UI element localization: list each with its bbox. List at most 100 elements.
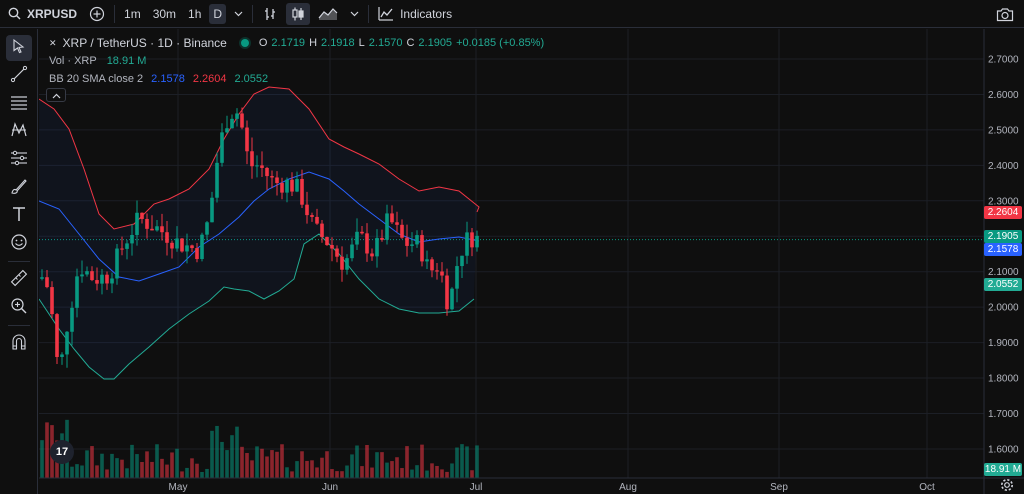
symbol-title[interactable]: XRP / TetherUS · 1D · Binance: [62, 36, 227, 50]
legend-main-row: ✕ XRP / TetherUS · 1D · Binance O 2.1719 …: [49, 34, 544, 52]
candle-body: [380, 237, 384, 240]
price-scale[interactable]: 2.70002.60002.50002.40002.30002.20002.10…: [983, 29, 1019, 494]
candle-body: [110, 278, 114, 284]
volume-bar: [135, 454, 139, 478]
candle-body: [245, 127, 249, 152]
volume-bar: [420, 444, 424, 478]
bb-upper-value: 2.2604: [192, 73, 227, 85]
volume-bar: [375, 452, 379, 478]
volume-bar: [315, 467, 319, 478]
trend-line-icon: [10, 65, 28, 88]
candle-body: [295, 178, 299, 192]
chart-pane[interactable]: 2.70002.60002.50002.40002.30002.20002.10…: [39, 29, 1024, 494]
snapshot-button[interactable]: [990, 0, 1020, 28]
close-value: 2.1905: [418, 37, 453, 49]
timeframe-1h[interactable]: 1h: [188, 6, 202, 21]
bar-chart-type-button[interactable]: [256, 0, 284, 28]
timeframe-dropdown[interactable]: [228, 0, 249, 28]
candle-body: [85, 271, 89, 275]
bb-upper-price-label: 2.2604: [984, 206, 1022, 219]
collapse-legend-button[interactable]: [46, 88, 66, 102]
candle-body: [330, 245, 334, 249]
candles-chart-type-button[interactable]: [286, 2, 311, 25]
candle-body: [125, 243, 129, 249]
volume-bar: [210, 430, 214, 478]
tradingview-logo[interactable]: 17: [50, 440, 74, 464]
volume-bar: [125, 468, 129, 478]
divider: [8, 261, 30, 262]
candle-body: [145, 218, 149, 229]
compare-symbol-button[interactable]: [83, 0, 111, 28]
bb-basis-price-label: 2.1578: [984, 243, 1022, 256]
volume-bar: [225, 450, 229, 478]
sliders-icon: [10, 149, 28, 172]
volume-bar: [460, 444, 464, 478]
chart-legend: ✕ XRP / TetherUS · 1D · Binance O 2.1719 …: [49, 34, 544, 88]
price-tick-label: 1.9000: [988, 338, 1019, 349]
symbol-name: XRPUSD: [27, 6, 78, 21]
time-tick-label: Aug: [619, 482, 637, 493]
volume-bar: [255, 446, 259, 478]
fib-tool-button[interactable]: [6, 91, 32, 117]
candle-body: [385, 213, 389, 240]
cursor-icon: [11, 38, 27, 59]
cursor-tool-button[interactable]: [6, 35, 32, 61]
xrp-logo-icon: ✕: [49, 38, 57, 48]
measure-tool-button[interactable]: [6, 267, 32, 293]
bb-lower-value: 2.0552: [234, 73, 269, 85]
bb-label: BB 20 SMA close 2: [49, 73, 144, 85]
volume-bar: [405, 446, 409, 478]
chart-settings-button[interactable]: [1000, 478, 1014, 494]
timeframe-1m[interactable]: 1m: [124, 6, 141, 21]
timeframe-30m[interactable]: 30m: [152, 6, 177, 21]
price-chart[interactable]: 2.70002.60002.50002.40002.30002.20002.10…: [39, 29, 1024, 494]
volume-bar: [340, 471, 344, 478]
time-scale[interactable]: May Jun Jul Aug Sep Oct: [39, 477, 1024, 493]
volume-bar: [295, 461, 299, 478]
search-icon: [8, 7, 21, 20]
magnet-tool-button[interactable]: [6, 331, 32, 357]
timeframe-d[interactable]: D: [209, 3, 227, 24]
projection-tool-button[interactable]: [6, 147, 32, 173]
zoom-tool-button[interactable]: [6, 295, 32, 321]
chevron-up-icon: [52, 86, 61, 104]
volume-bar: [85, 450, 89, 478]
close-key: C: [406, 37, 415, 49]
trend-line-tool-button[interactable]: [6, 63, 32, 89]
volume-bar: [390, 461, 394, 478]
price-tick-label: 1.8000: [988, 374, 1019, 385]
candle-body: [460, 255, 464, 267]
candle-body: [130, 234, 134, 244]
volume-bar: [395, 457, 399, 478]
time-tick-label: Jun: [322, 482, 338, 493]
candle-body: [410, 244, 414, 246]
time-tick-label: Oct: [919, 482, 935, 493]
price-tick-label: 2.6000: [988, 90, 1019, 101]
volume-bar: [345, 465, 349, 478]
chart-type-dropdown[interactable]: [344, 0, 365, 28]
volume-bar: [95, 465, 99, 478]
legend-volume-row[interactable]: Vol · XRP 18.91 M: [49, 52, 544, 70]
emoji-tool-button[interactable]: [6, 231, 32, 257]
candle-body: [390, 213, 394, 223]
candle-body: [310, 215, 314, 217]
volume-bar: [100, 453, 104, 478]
area-chart-type-button[interactable]: [312, 0, 344, 28]
volume-label: Vol · XRP: [49, 55, 97, 67]
high-value: 2.1918: [321, 37, 355, 49]
symbol-search-button[interactable]: XRPUSD: [0, 0, 83, 28]
volume-bar: [410, 469, 414, 478]
indicators-button[interactable]: Indicators: [372, 0, 458, 28]
pattern-tool-button[interactable]: [6, 119, 32, 145]
candle-body: [395, 222, 399, 225]
volume-bar: [120, 459, 124, 478]
price-tick-label: 2.3000: [988, 196, 1019, 207]
chevron-down-icon: [234, 11, 243, 17]
candle-body: [265, 167, 269, 177]
volume-bar: [240, 446, 244, 478]
candle-body: [285, 179, 289, 193]
bollinger-bands: [39, 86, 480, 380]
legend-bb-row[interactable]: BB 20 SMA close 2 2.1578 2.2604 2.0552: [49, 70, 544, 88]
text-tool-button[interactable]: [6, 203, 32, 229]
brush-tool-button[interactable]: [6, 175, 32, 201]
